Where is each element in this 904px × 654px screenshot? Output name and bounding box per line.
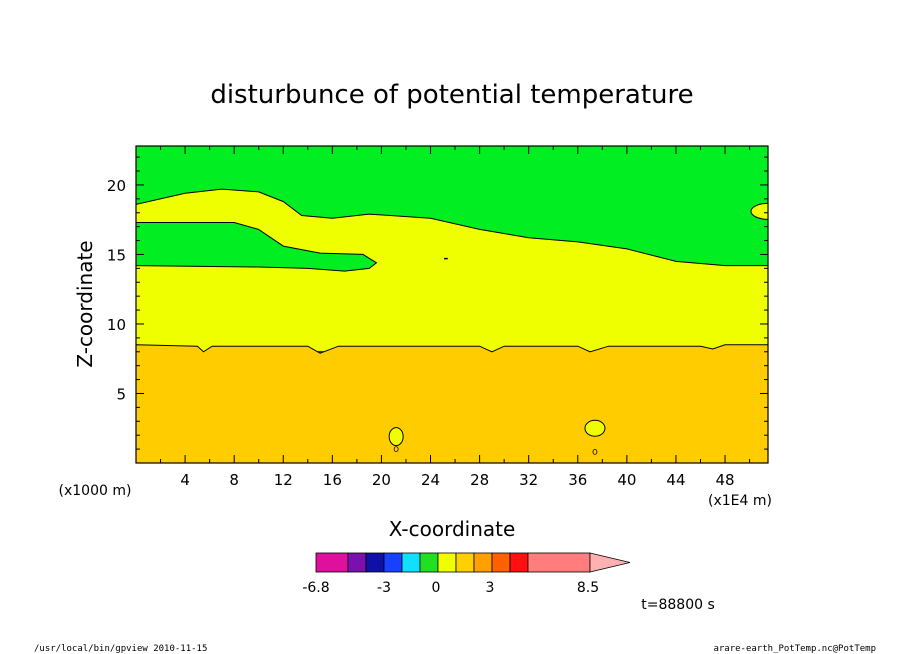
footer-left: /usr/local/bin/gpview 2010-11-15 — [34, 644, 207, 654]
colorbar-cell — [401, 552, 421, 573]
y-axis-label: Z-coordinate — [73, 240, 97, 367]
footer-right: arare-earth_PotTemp.nc@PotTemp — [713, 644, 876, 654]
colorbar-cell — [509, 552, 529, 573]
colorbar-label: 3 — [486, 580, 495, 596]
y-axis: 5 10 15 20 — [107, 156, 768, 450]
region-yellow-middle — [136, 188, 768, 353]
colorbar-cell — [383, 552, 403, 573]
x-tick-label: 12 — [274, 471, 293, 489]
y-tick-label: 15 — [107, 246, 126, 264]
small-contour — [750, 202, 768, 220]
region-orange-lower — [136, 344, 768, 463]
x-tick-label: 44 — [666, 471, 685, 489]
x-tick-label: 24 — [421, 471, 440, 489]
plot-frame — [135, 145, 769, 464]
x-tick-label: 4 — [180, 471, 190, 489]
x-axis: 4 8 12 16 20 24 28 32 36 40 44 48 — [160, 146, 751, 489]
x-tick-label: 16 — [323, 471, 342, 489]
colorbar-label: 0 — [432, 580, 441, 596]
colorbar-label: -6.8 — [302, 580, 329, 596]
region-green-pocket — [136, 222, 378, 272]
y-tick-label: 10 — [107, 316, 126, 334]
colorbar-cell — [315, 552, 349, 573]
time-label: t=88800 s — [641, 597, 715, 613]
colorbar-extend-arrow — [589, 552, 631, 573]
x-unit-left: (x1000 m) — [59, 483, 132, 499]
x-tick-label: 36 — [568, 471, 587, 489]
chart-title: disturbunce of potential temperature — [210, 80, 693, 110]
y-tick-label: 20 — [107, 177, 126, 195]
small-contour — [388, 427, 404, 447]
colorbar-cell — [473, 552, 493, 573]
colorbar-cell — [455, 552, 475, 573]
x-tick-label: 20 — [372, 471, 391, 489]
colorbar-cell — [437, 552, 457, 573]
x-unit-right: (x1E4 m) — [708, 493, 772, 509]
small-contour-mark — [592, 448, 598, 455]
x-tick-label: 32 — [519, 471, 538, 489]
small-contours — [388, 202, 768, 455]
x-tick-label: 40 — [617, 471, 636, 489]
small-contour — [584, 419, 606, 437]
colorbar-cell — [491, 552, 511, 573]
y-tick-label: 5 — [116, 385, 126, 403]
x-tick-label: 48 — [716, 471, 735, 489]
x-tick-label: 28 — [470, 471, 489, 489]
x-axis-label: X-coordinate — [389, 517, 516, 541]
colorbar: -6.8 -3 0 3 8.5 — [302, 552, 631, 596]
colorbar-label: -3 — [377, 580, 391, 596]
small-contour-mark — [393, 446, 399, 452]
colorbar-label: 8.5 — [577, 580, 599, 596]
colorbar-cell — [419, 552, 439, 573]
colorbar-cell — [527, 552, 591, 573]
x-tick-label: 8 — [229, 471, 239, 489]
colorbar-cell — [365, 552, 385, 573]
colorbar-cell — [347, 552, 367, 573]
